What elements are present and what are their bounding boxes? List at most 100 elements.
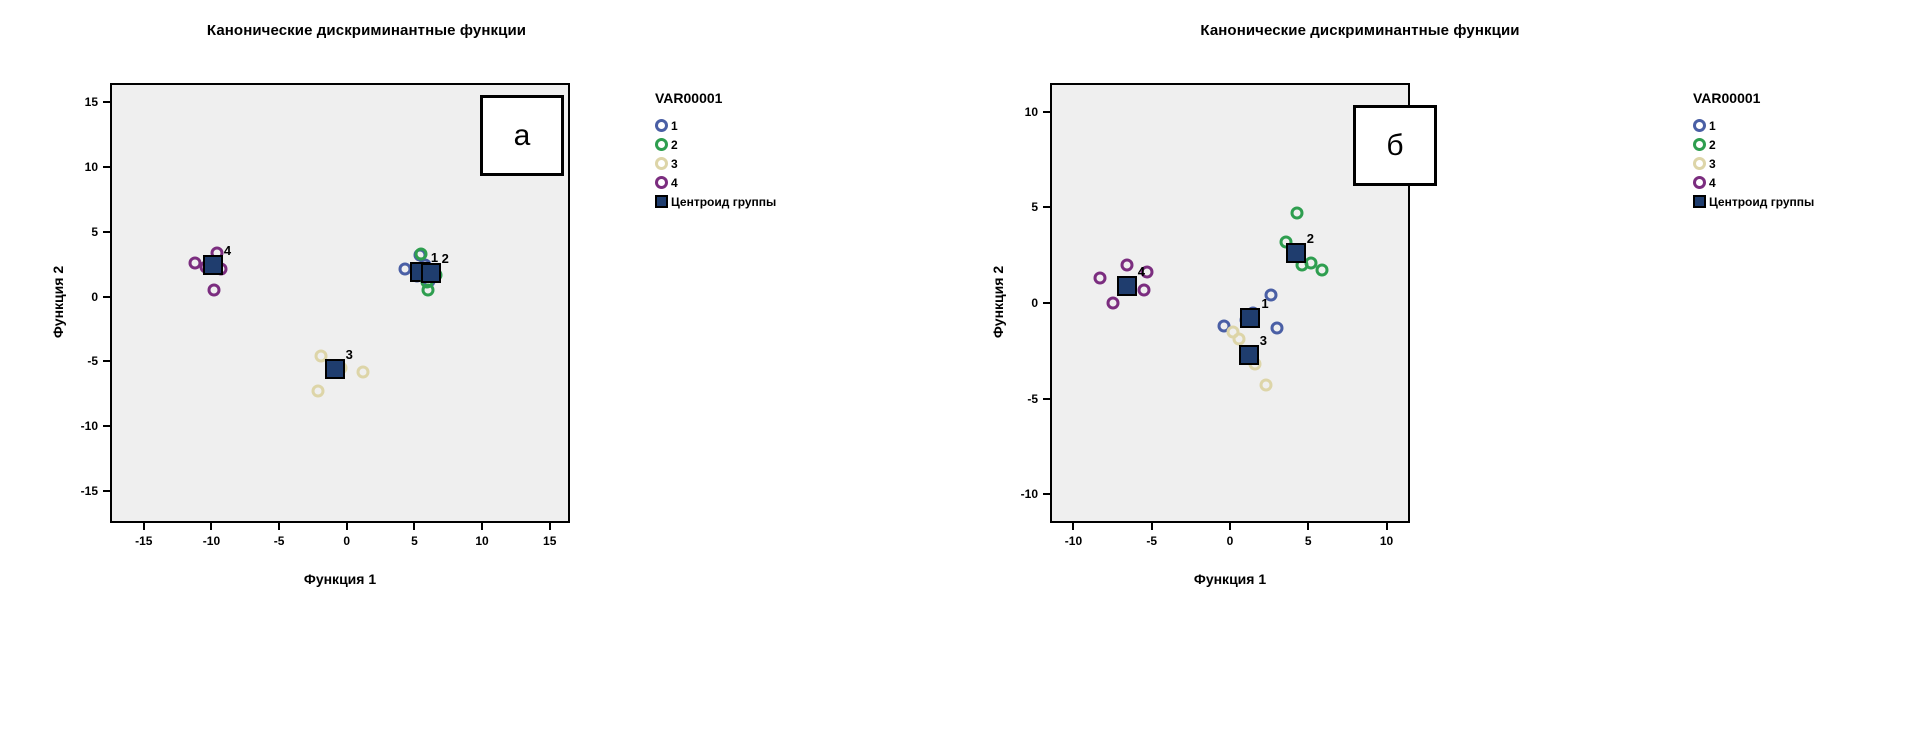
panel-b-title: Канонические дискриминантные функции	[1200, 22, 1520, 39]
y-tick-mark	[103, 424, 110, 427]
legend-item-3[interactable]: 3	[655, 155, 776, 172]
x-tick-mark	[1307, 523, 1310, 530]
x-tick-mark	[345, 523, 348, 530]
x-tick-mark	[1072, 523, 1075, 530]
centroid-label-4: 4	[1137, 263, 1145, 279]
y-tick-label: -10	[80, 418, 98, 433]
x-axis-title: Функция 1	[303, 571, 377, 587]
legend-item-2[interactable]: 2	[655, 136, 776, 153]
x-tick-label: -10	[1064, 534, 1083, 548]
centroid-label-1: 1	[1261, 296, 1269, 312]
group-centroid-3	[1238, 344, 1259, 365]
scatter-point-group-1	[1270, 321, 1284, 335]
legend-item-label: 2	[1709, 137, 1716, 152]
y-tick-mark	[1043, 302, 1050, 304]
group-circle-icon	[1693, 138, 1706, 151]
x-tick-label: -5	[273, 534, 285, 548]
x-tick-label: -5	[1146, 534, 1158, 548]
y-axis-title: Функция 2	[990, 265, 1006, 339]
x-tick-label: 5	[411, 534, 418, 548]
legend-item-centroid[interactable]: Центроид группы	[1693, 193, 1814, 210]
legend-item-1[interactable]: 1	[655, 117, 776, 134]
x-tick-mark	[548, 523, 551, 530]
scatter-point-group-3	[1259, 378, 1273, 392]
legend-item-4[interactable]: 4	[1693, 174, 1814, 191]
legend-item-centroid[interactable]: Центроид группы	[655, 193, 776, 210]
y-tick-mark	[1043, 493, 1050, 496]
centroid-label-2: 2	[1306, 231, 1314, 247]
x-tick-mark	[481, 523, 484, 530]
scatter-point-group-4	[1093, 271, 1107, 285]
group-circle-icon	[655, 138, 668, 151]
scatter-point-group-4	[1137, 283, 1151, 297]
y-tick-mark	[103, 489, 110, 492]
legend-item-label: 3	[671, 156, 678, 171]
y-tick-mark	[103, 166, 110, 169]
group-circle-icon	[655, 176, 668, 189]
panel-a: Канонические дискриминантные функции а V…	[0, 0, 953, 733]
y-tick-label: 5	[1031, 200, 1038, 215]
y-tick-mark	[103, 295, 110, 298]
scatter-point-group-4	[1106, 296, 1120, 310]
x-tick-label: 5	[1304, 534, 1312, 548]
x-tick-label: 10	[1379, 534, 1394, 548]
scatter-point-group-4	[1140, 265, 1154, 279]
y-tick-label: 0	[1031, 296, 1038, 310]
group-circle-icon	[1693, 157, 1706, 170]
legend-item-label: Центроид группы	[671, 194, 777, 209]
panel-b-corner-label: б	[1353, 105, 1437, 186]
x-tick-mark	[1229, 523, 1231, 530]
legend-item-label: 2	[671, 137, 678, 152]
scatter-point-group-3	[1232, 332, 1246, 346]
group-centroid-2	[1285, 243, 1306, 264]
x-tick-label: 0	[343, 534, 351, 548]
x-tick-label: -15	[135, 534, 153, 548]
scatter-point-group-2	[414, 247, 428, 261]
centroid-label-4: 4	[223, 243, 232, 259]
panel-a-title: Канонические дискриминантные функции	[206, 22, 527, 39]
legend-item-1[interactable]: 1	[1693, 117, 1814, 134]
group-circle-icon	[655, 157, 668, 170]
legend-items: 1 2 3 4 Центроид группы	[655, 117, 776, 210]
panel-b: Канонические дискриминантные функции б V…	[953, 0, 1907, 733]
scatter-point-group-4	[207, 283, 221, 297]
scatter-point-group-1	[1264, 288, 1278, 302]
legend-items: 1 2 3 4 Центроид группы	[1693, 117, 1814, 210]
x-tick-mark	[413, 523, 416, 530]
y-tick-mark	[1043, 397, 1050, 400]
panel-b-legend: VAR00001 1 2 3 4 Центроид группы	[1693, 90, 1814, 212]
y-tick-mark	[103, 360, 110, 363]
group-circle-icon	[1693, 119, 1706, 132]
scatter-point-group-3	[356, 365, 370, 379]
group-centroid-1	[1240, 308, 1261, 329]
x-tick-label: -10	[202, 534, 221, 548]
group-centroid-2	[420, 263, 441, 284]
legend-item-3[interactable]: 3	[1693, 155, 1814, 172]
y-tick-label: 0	[91, 289, 98, 304]
legend-item-label: Центроид группы	[1709, 194, 1815, 209]
x-tick-mark	[278, 523, 281, 530]
scatter-point-group-3	[314, 349, 328, 363]
group-circle-icon	[655, 119, 668, 132]
group-centroid-4	[1116, 275, 1137, 296]
y-tick-label: 5	[91, 224, 98, 239]
scatter-point-group-4	[1120, 258, 1134, 272]
centroid-label-2: 2	[441, 251, 449, 267]
y-tick-mark	[1043, 206, 1050, 209]
centroid-label-3: 3	[1259, 332, 1268, 348]
y-tick-mark	[103, 101, 110, 104]
legend-item-4[interactable]: 4	[655, 174, 776, 191]
centroid-label-1: 1	[430, 249, 439, 265]
x-tick-label: 0	[1226, 534, 1234, 548]
legend-item-label: 1	[671, 118, 678, 133]
x-tick-mark	[210, 523, 213, 530]
scatter-point-group-2	[1290, 206, 1304, 220]
x-tick-mark	[1385, 523, 1388, 530]
panel-a-corner-label: а	[480, 95, 564, 176]
legend-item-2[interactable]: 2	[1693, 136, 1814, 153]
legend-title: VAR00001	[655, 90, 723, 106]
group-centroid-4	[202, 255, 223, 276]
x-tick-label: 15	[543, 534, 557, 548]
legend-item-label: 3	[1709, 156, 1716, 171]
scatter-point-group-3	[311, 384, 325, 398]
